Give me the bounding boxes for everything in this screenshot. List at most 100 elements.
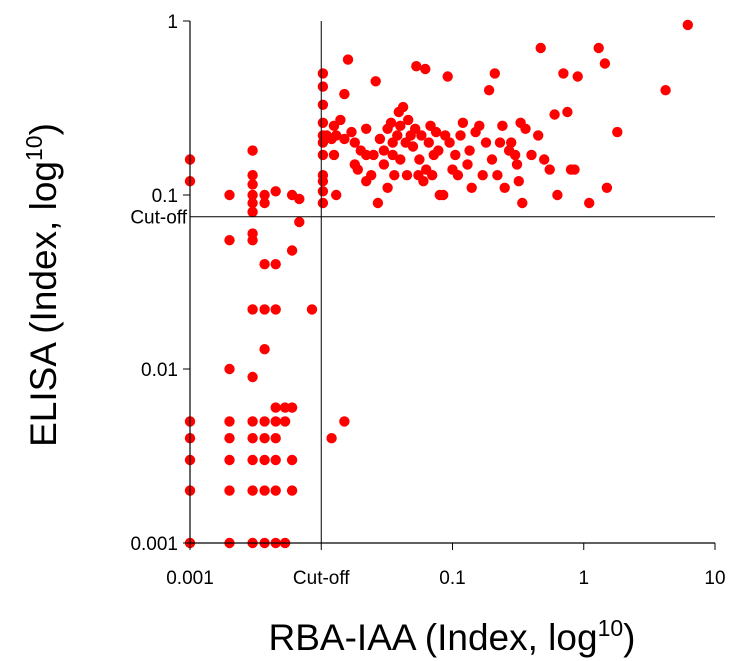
data-point — [427, 170, 438, 181]
data-point — [286, 245, 298, 256]
data-point — [499, 182, 510, 193]
data-point — [270, 416, 281, 427]
data-point — [492, 170, 503, 181]
data-point — [430, 126, 442, 138]
data-point — [584, 197, 595, 209]
x-tick-label: 0.1 — [439, 568, 465, 589]
data-point — [270, 485, 281, 496]
data-point — [259, 433, 270, 444]
data-point — [326, 433, 337, 444]
data-point — [270, 433, 281, 444]
data-point — [612, 126, 623, 138]
data-point — [544, 164, 555, 175]
data-point — [539, 154, 550, 165]
data-point — [599, 58, 611, 69]
data-point — [569, 164, 580, 175]
data-point — [361, 123, 372, 134]
data-point — [509, 149, 521, 161]
data-point — [224, 433, 235, 444]
data-point — [660, 85, 671, 96]
data-point — [497, 120, 508, 131]
data-point — [477, 170, 488, 181]
data-point — [418, 176, 429, 187]
data-point — [317, 186, 329, 197]
y-axis-title: ELISA (Index, log10) — [21, 123, 64, 447]
data-point — [401, 170, 413, 181]
data-point — [397, 101, 409, 113]
data-point — [414, 154, 425, 165]
data-point — [462, 159, 473, 170]
data-point — [370, 76, 381, 87]
data-point — [331, 189, 342, 201]
data-point — [335, 114, 346, 126]
data-point — [392, 130, 403, 141]
data-point — [294, 216, 305, 228]
data-point — [535, 42, 546, 54]
y-tick-label: 1 — [167, 12, 178, 33]
data-point — [224, 189, 235, 201]
data-point — [444, 137, 455, 148]
data-point — [224, 454, 235, 466]
data-point — [511, 159, 523, 170]
data-point — [366, 170, 377, 181]
data-point — [601, 182, 613, 193]
data-point — [433, 145, 444, 156]
data-point — [520, 123, 531, 134]
data-point — [382, 182, 393, 193]
data-point — [339, 416, 350, 427]
data-point — [317, 81, 329, 92]
data-point — [464, 145, 475, 156]
data-point — [494, 137, 506, 148]
data-point — [513, 176, 524, 187]
data-point — [411, 60, 422, 72]
data-point — [270, 186, 281, 197]
data-point — [517, 197, 528, 209]
data-point — [442, 71, 453, 82]
data-point — [339, 133, 350, 145]
x-tick-label: 0.001 — [166, 568, 214, 589]
data-point — [317, 176, 329, 187]
data-point — [247, 179, 258, 190]
data-point — [317, 99, 329, 111]
x-axis-title: RBA-IAA (Index, log10) — [269, 615, 636, 658]
data-point — [389, 170, 400, 181]
data-point — [224, 416, 235, 427]
data-point — [331, 130, 342, 141]
data-point — [339, 88, 350, 100]
data-point — [593, 42, 604, 54]
data-point — [533, 130, 544, 141]
data-point — [378, 159, 390, 170]
data-point — [247, 416, 258, 427]
data-point — [466, 182, 477, 193]
data-point — [387, 149, 398, 161]
data-point — [342, 54, 354, 65]
y-cutoff-label: Cut-off — [130, 208, 187, 229]
data-point — [486, 154, 498, 165]
data-point — [572, 71, 583, 82]
y-tick-label: 0.1 — [152, 186, 178, 207]
data-point — [562, 106, 573, 118]
data-point — [286, 454, 298, 466]
data-point — [361, 149, 372, 161]
data-point — [455, 130, 466, 141]
data-points — [184, 19, 693, 549]
data-point — [270, 454, 281, 466]
data-point — [474, 120, 485, 131]
data-point — [247, 145, 258, 156]
data-point — [259, 304, 270, 315]
data-point — [558, 68, 569, 79]
data-point — [552, 189, 563, 201]
data-point — [410, 123, 421, 134]
data-point — [368, 149, 379, 161]
data-point — [378, 145, 390, 156]
data-point — [317, 117, 329, 128]
data-point — [224, 485, 235, 496]
data-point — [259, 259, 270, 270]
data-point — [682, 19, 693, 31]
data-point — [270, 259, 281, 270]
data-point — [450, 149, 461, 161]
data-point — [372, 197, 384, 209]
data-point — [247, 170, 258, 181]
